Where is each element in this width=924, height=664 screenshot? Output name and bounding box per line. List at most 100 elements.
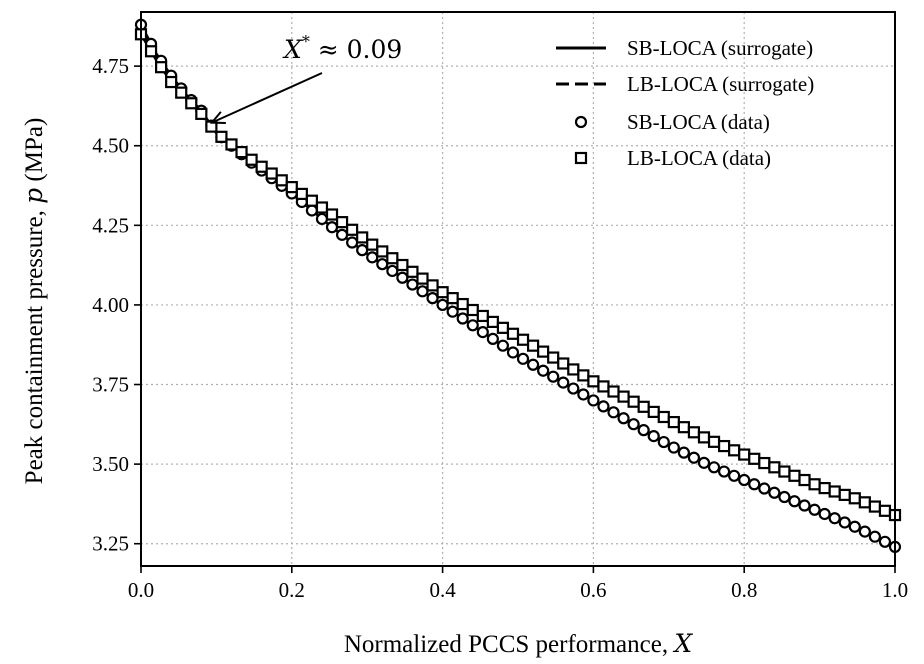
y-axis-title: Peak containment pressure, p (MPa) <box>19 118 48 485</box>
data-point-lb-loca-data <box>376 245 389 258</box>
data-point-lb-loca-data <box>828 485 841 498</box>
data-point-lb-loca-data <box>858 496 871 509</box>
data-point-lb-loca-data <box>537 345 550 358</box>
data-point-sb-loca-data <box>526 358 540 371</box>
legend-label-sb-surrogate: SB-LOCA (surrogate) <box>627 36 813 60</box>
data-point-sb-loca-data <box>627 418 640 431</box>
data-point-lb-loca-data <box>798 473 811 487</box>
data-point-sb-loca-data <box>356 244 369 257</box>
data-point-sb-loca-data <box>315 212 329 226</box>
data-point-lb-loca-data <box>456 297 469 311</box>
data-point-lb-loca-data <box>547 351 560 364</box>
data-point-lb-loca-data <box>707 435 721 448</box>
data-point-sb-loca-data <box>657 435 670 449</box>
data-point-lb-loca-data <box>637 400 650 413</box>
data-point-lb-loca-data <box>878 504 892 517</box>
data-point-sb-loca-data <box>587 394 600 407</box>
annotation-rest: ≈ 0.09 <box>310 35 403 64</box>
data-point-sb-loca-data <box>707 461 721 474</box>
data-point-lb-loca-data <box>597 380 610 393</box>
data-point-lb-loca-data <box>758 456 771 470</box>
data-point-sb-loca-data <box>848 520 861 533</box>
data-point-sb-loca-data <box>496 339 510 352</box>
data-point-sb-loca-data <box>346 236 359 249</box>
data-point-lb-loca-data <box>526 339 540 352</box>
data-point-sb-loca-data <box>828 512 841 525</box>
data-point-sb-loca-data <box>637 424 650 437</box>
annotation-var: X <box>282 35 303 64</box>
data-point-sb-loca-data <box>396 271 409 284</box>
legend: SB-LOCA (surrogate) LB-LOCA (surrogate) … <box>556 36 814 170</box>
data-point-lb-loca-data <box>818 482 831 495</box>
data-point-lb-loca-data <box>144 45 158 58</box>
data-point-lb-loca-data <box>165 75 178 89</box>
data-point-lb-loca-data <box>215 130 228 143</box>
y-tick-label: 4.25 <box>92 213 129 237</box>
data-point-lb-loca-data <box>567 363 580 376</box>
data-point-lb-loca-data <box>738 448 751 461</box>
data-point-lb-loca-data <box>366 238 379 251</box>
ticks: 0.0 0.2 0.4 0.6 0.8 1.0 3.25 3.50 3.75 4.00 4.25 4.… <box>92 54 908 602</box>
data-point-sb-loca-data <box>456 312 469 325</box>
data-point-sb-loca-data <box>717 465 731 478</box>
data-point-lb-loca-data <box>627 395 640 408</box>
data-point-lb-loca-data <box>577 369 590 382</box>
data-point-lb-loca-data <box>728 444 741 457</box>
data-point-sb-loca-data <box>878 535 892 548</box>
data-point-lb-loca-data <box>557 357 570 370</box>
legend-label-lb-data: LB-LOCA (data) <box>627 146 771 170</box>
data-point-lb-loca-data <box>647 405 660 418</box>
data-point-sb-loca-data <box>868 530 881 543</box>
data-point-sb-loca-data <box>858 525 871 538</box>
plot-frame <box>140 11 896 567</box>
annotation-arrow-head <box>209 111 226 124</box>
data-point-lb-loca-data <box>657 410 670 424</box>
data-point-sb-loca-data <box>416 285 429 298</box>
data-point-sb-loca-data <box>376 258 389 271</box>
x-tick-label: 0.2 <box>279 578 305 602</box>
x-axis-title: Normalized PCCS performance, X <box>344 629 693 658</box>
annotation-label: X* ≈ 0.09 <box>282 32 402 64</box>
data-point-lb-loca-data <box>476 309 489 323</box>
data-point-sb-loca-data <box>788 495 801 508</box>
y-tick-label: 4.75 <box>92 54 129 78</box>
data-point-sb-loca-data <box>697 456 711 469</box>
data-point-lb-loca-data <box>406 265 419 278</box>
data-point-sb-loca-data <box>667 441 680 454</box>
data-point-lb-loca-data <box>788 469 801 482</box>
markers-layer <box>134 18 902 553</box>
data-point-lb-loca-data <box>396 258 409 272</box>
data-point-sb-loca-data <box>758 482 771 495</box>
data-point-lb-loca-data <box>778 465 791 478</box>
data-point-sb-loca-data <box>808 503 821 516</box>
x-tick-label: 0.8 <box>731 578 757 602</box>
data-point-sb-loca-data <box>778 490 791 504</box>
grid <box>141 12 895 566</box>
data-point-lb-loca-data <box>205 120 218 133</box>
data-point-lb-loca-data <box>667 415 680 429</box>
data-point-sb-loca-data <box>436 298 449 312</box>
data-point-sb-loca-data <box>386 264 399 278</box>
x-tick-label: 1.0 <box>882 578 908 602</box>
data-point-sb-loca-data <box>567 382 580 395</box>
data-point-sb-loca-data <box>476 325 489 339</box>
data-point-lb-loca-data <box>356 231 369 244</box>
x-tick-label: 0.4 <box>429 578 456 602</box>
data-point-lb-loca-data <box>265 167 278 180</box>
y-axis-title-var: p <box>19 188 48 204</box>
data-point-lb-loca-data <box>185 97 198 110</box>
data-point-lb-loca-data <box>305 194 319 207</box>
data-point-sb-loca-data <box>838 516 851 529</box>
y-tick-label: 4.00 <box>92 293 129 317</box>
data-point-lb-loca-data <box>275 174 288 187</box>
x-axis-title-var: X <box>672 629 693 658</box>
data-point-sb-loca-data <box>547 370 560 383</box>
x-axis-title-text: Normalized PCCS performance, <box>344 631 674 658</box>
data-point-lb-loca-data <box>516 333 530 346</box>
y-tick-label: 3.25 <box>92 532 129 556</box>
data-point-lb-loca-data <box>346 223 359 236</box>
data-point-lb-loca-data <box>768 461 781 474</box>
data-point-lb-loca-data <box>717 439 731 453</box>
data-point-lb-loca-data <box>868 500 881 513</box>
data-point-lb-loca-data <box>677 421 690 434</box>
